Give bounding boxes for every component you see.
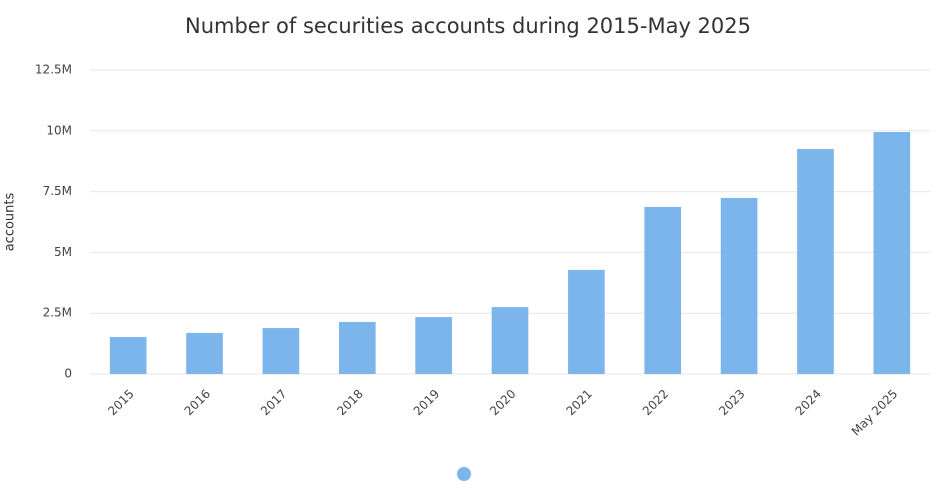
bar <box>797 149 834 374</box>
bar <box>186 332 223 374</box>
x-tick-label: 2023 <box>716 387 747 418</box>
x-tick-label: 2020 <box>487 387 518 418</box>
x-tick-label: 2024 <box>793 387 824 418</box>
y-tick-label: 0 <box>64 367 72 381</box>
bar <box>568 269 605 374</box>
x-tick-label: 2015 <box>105 387 136 418</box>
y-tick-label: 2.5M <box>43 306 72 320</box>
y-tick-label: 7.5M <box>43 184 72 198</box>
y-tick-label: 5M <box>54 245 72 259</box>
y-tick-label: 10M <box>46 123 72 137</box>
bar <box>873 132 911 374</box>
y-tick-label: 12.5M <box>35 63 72 77</box>
bar <box>644 206 682 374</box>
x-tick-label: 2022 <box>640 387 671 418</box>
bar <box>109 337 147 374</box>
chart-title: Number of securities accounts during 201… <box>185 14 751 38</box>
bar <box>720 197 758 374</box>
x-tick-label: May 2025 <box>849 387 901 439</box>
x-tick-label: 2019 <box>411 387 442 418</box>
x-tick-label: 2016 <box>182 387 213 418</box>
legend-marker[interactable] <box>457 467 471 481</box>
bar <box>415 317 452 374</box>
bar <box>491 307 529 374</box>
y-axis-label: accounts <box>3 192 18 251</box>
bar <box>262 328 300 374</box>
bar <box>338 321 376 374</box>
x-tick-label: 2018 <box>334 387 365 418</box>
x-tick-label: 2017 <box>258 387 289 418</box>
x-tick-label: 2021 <box>563 387 594 418</box>
